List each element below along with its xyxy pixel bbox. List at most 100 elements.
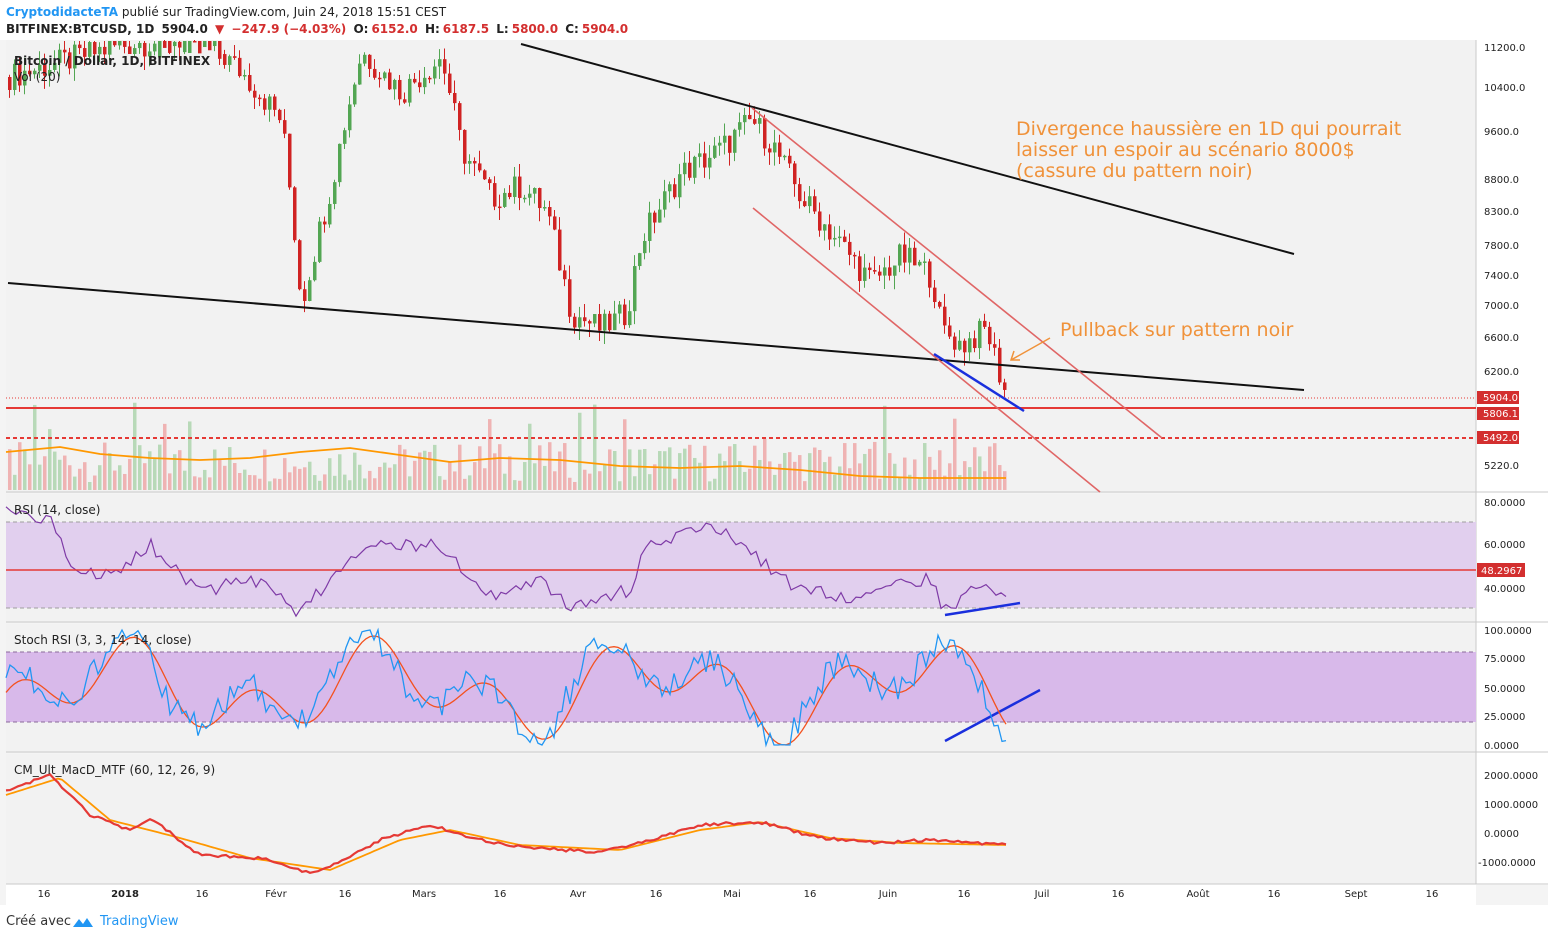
candle-body: [663, 191, 667, 210]
candle-body: [8, 77, 12, 90]
rsi-pane-title: RSI (14, close): [14, 503, 100, 517]
high-value: 6187.5: [442, 22, 490, 36]
volume-bar: [283, 458, 287, 490]
volume-bar: [488, 419, 492, 490]
volume-bar: [668, 447, 672, 490]
candle-body: [613, 313, 617, 331]
candle-body: [953, 336, 957, 350]
volume-bar: [293, 466, 297, 490]
pullback-note: Pullback sur pattern noir: [1060, 319, 1294, 341]
candle-body: [898, 244, 902, 266]
macd-pane[interactable]: [6, 754, 1476, 884]
candle-body: [418, 82, 422, 88]
volume-bar: [433, 444, 437, 490]
candle-body: [903, 244, 907, 263]
tradingview-link[interactable]: TradingView: [100, 914, 179, 929]
volume-bar: [273, 478, 277, 490]
stoch-k-line: [5, 627, 1007, 748]
volume-bar: [143, 463, 147, 490]
candle-body: [338, 143, 342, 183]
candle-body: [928, 261, 932, 288]
candle-body: [668, 184, 672, 192]
price-tag-last: 5904.0: [1483, 393, 1518, 404]
rsi-axis-labels: 80.0000 60.0000 40.0000: [1484, 498, 1525, 595]
price-scale[interactable]: [1476, 40, 1548, 885]
rsi-tick: 80.0000: [1484, 498, 1525, 509]
volume-bar: [308, 461, 312, 490]
tradingview-logo-icon[interactable]: [72, 916, 94, 928]
stoch-pane-title: Stoch RSI (3, 3, 14, 14, close): [14, 633, 192, 647]
channel-upper-line[interactable]: [751, 107, 1163, 439]
volume-bar: [648, 474, 652, 490]
candle-body: [538, 188, 542, 209]
volume-bar: [218, 459, 222, 490]
candle-body: [518, 176, 522, 198]
lower-trendline[interactable]: [7, 282, 1305, 391]
candle-body: [203, 41, 207, 48]
volume-bar: [73, 476, 77, 490]
channel-lower-line[interactable]: [752, 207, 1101, 493]
volume-bar: [108, 453, 112, 490]
volume-bar: [788, 452, 792, 490]
price-pane[interactable]: [6, 40, 1476, 492]
volume-bar: [903, 457, 907, 490]
stoch-divergence-line[interactable]: [944, 688, 1041, 743]
volume-bar: [543, 465, 547, 490]
volume-bar: [633, 476, 637, 490]
rsi-divergence-line[interactable]: [944, 601, 1021, 617]
volume-bar: [793, 461, 797, 490]
volume-bar: [523, 462, 527, 490]
candle-body: [873, 270, 877, 272]
candle-body: [1003, 382, 1007, 390]
candle-body: [328, 203, 332, 225]
candle-body: [608, 313, 612, 331]
candle-body: [583, 317, 587, 322]
upper-trendline[interactable]: [520, 43, 1295, 255]
candle-body: [83, 48, 87, 57]
volume-bar: [558, 451, 562, 490]
price-divergence-line[interactable]: [933, 352, 1025, 413]
candle-body: [833, 237, 837, 240]
rsi-line: [5, 506, 1007, 618]
candle-body: [163, 41, 167, 48]
time-tick: 16: [1426, 889, 1439, 900]
candle-body: [428, 77, 432, 80]
chart-area[interactable]: Bitcoin / Dollar, 1D, BITFINEX Vol (20) …: [0, 40, 1548, 905]
candle-body: [108, 41, 112, 55]
candle-body: [678, 174, 682, 198]
candle-body: [623, 304, 627, 326]
price-tick: 11200.0: [1484, 43, 1525, 54]
volume-bar: [813, 447, 817, 490]
volume-bar: [503, 473, 507, 490]
candle-body: [848, 241, 852, 255]
volume-bar: [438, 476, 442, 490]
candle-body: [43, 64, 47, 76]
price-tick: 8800.0: [1484, 175, 1519, 186]
candle-body: [758, 118, 762, 124]
time-scale[interactable]: [6, 884, 1476, 905]
volume-bar: [778, 463, 782, 490]
volume-bar: [898, 476, 902, 490]
candle-body: [718, 142, 722, 146]
candle-body: [818, 211, 822, 231]
candle-body: [233, 56, 237, 58]
volume-bar: [513, 480, 517, 490]
volume-bar: [198, 477, 202, 490]
volume-bar: [458, 444, 462, 490]
volume-bar: [28, 464, 32, 490]
candle-body: [948, 325, 952, 337]
candle-body: [218, 41, 222, 59]
candle-body: [313, 261, 317, 281]
candle-body: [13, 63, 17, 90]
candle-body: [48, 69, 52, 76]
candle-body: [93, 42, 97, 55]
rsi-band: [6, 522, 1476, 608]
volume-bar: [548, 442, 552, 490]
volume-bar: [473, 462, 477, 490]
candle-body: [368, 54, 372, 69]
volume-bar: [928, 456, 932, 490]
rsi-value-tag: [1477, 563, 1525, 577]
author-link[interactable]: CryptodidacteTA: [6, 5, 119, 19]
volume-bar: [873, 441, 877, 490]
candle-body: [648, 212, 652, 241]
